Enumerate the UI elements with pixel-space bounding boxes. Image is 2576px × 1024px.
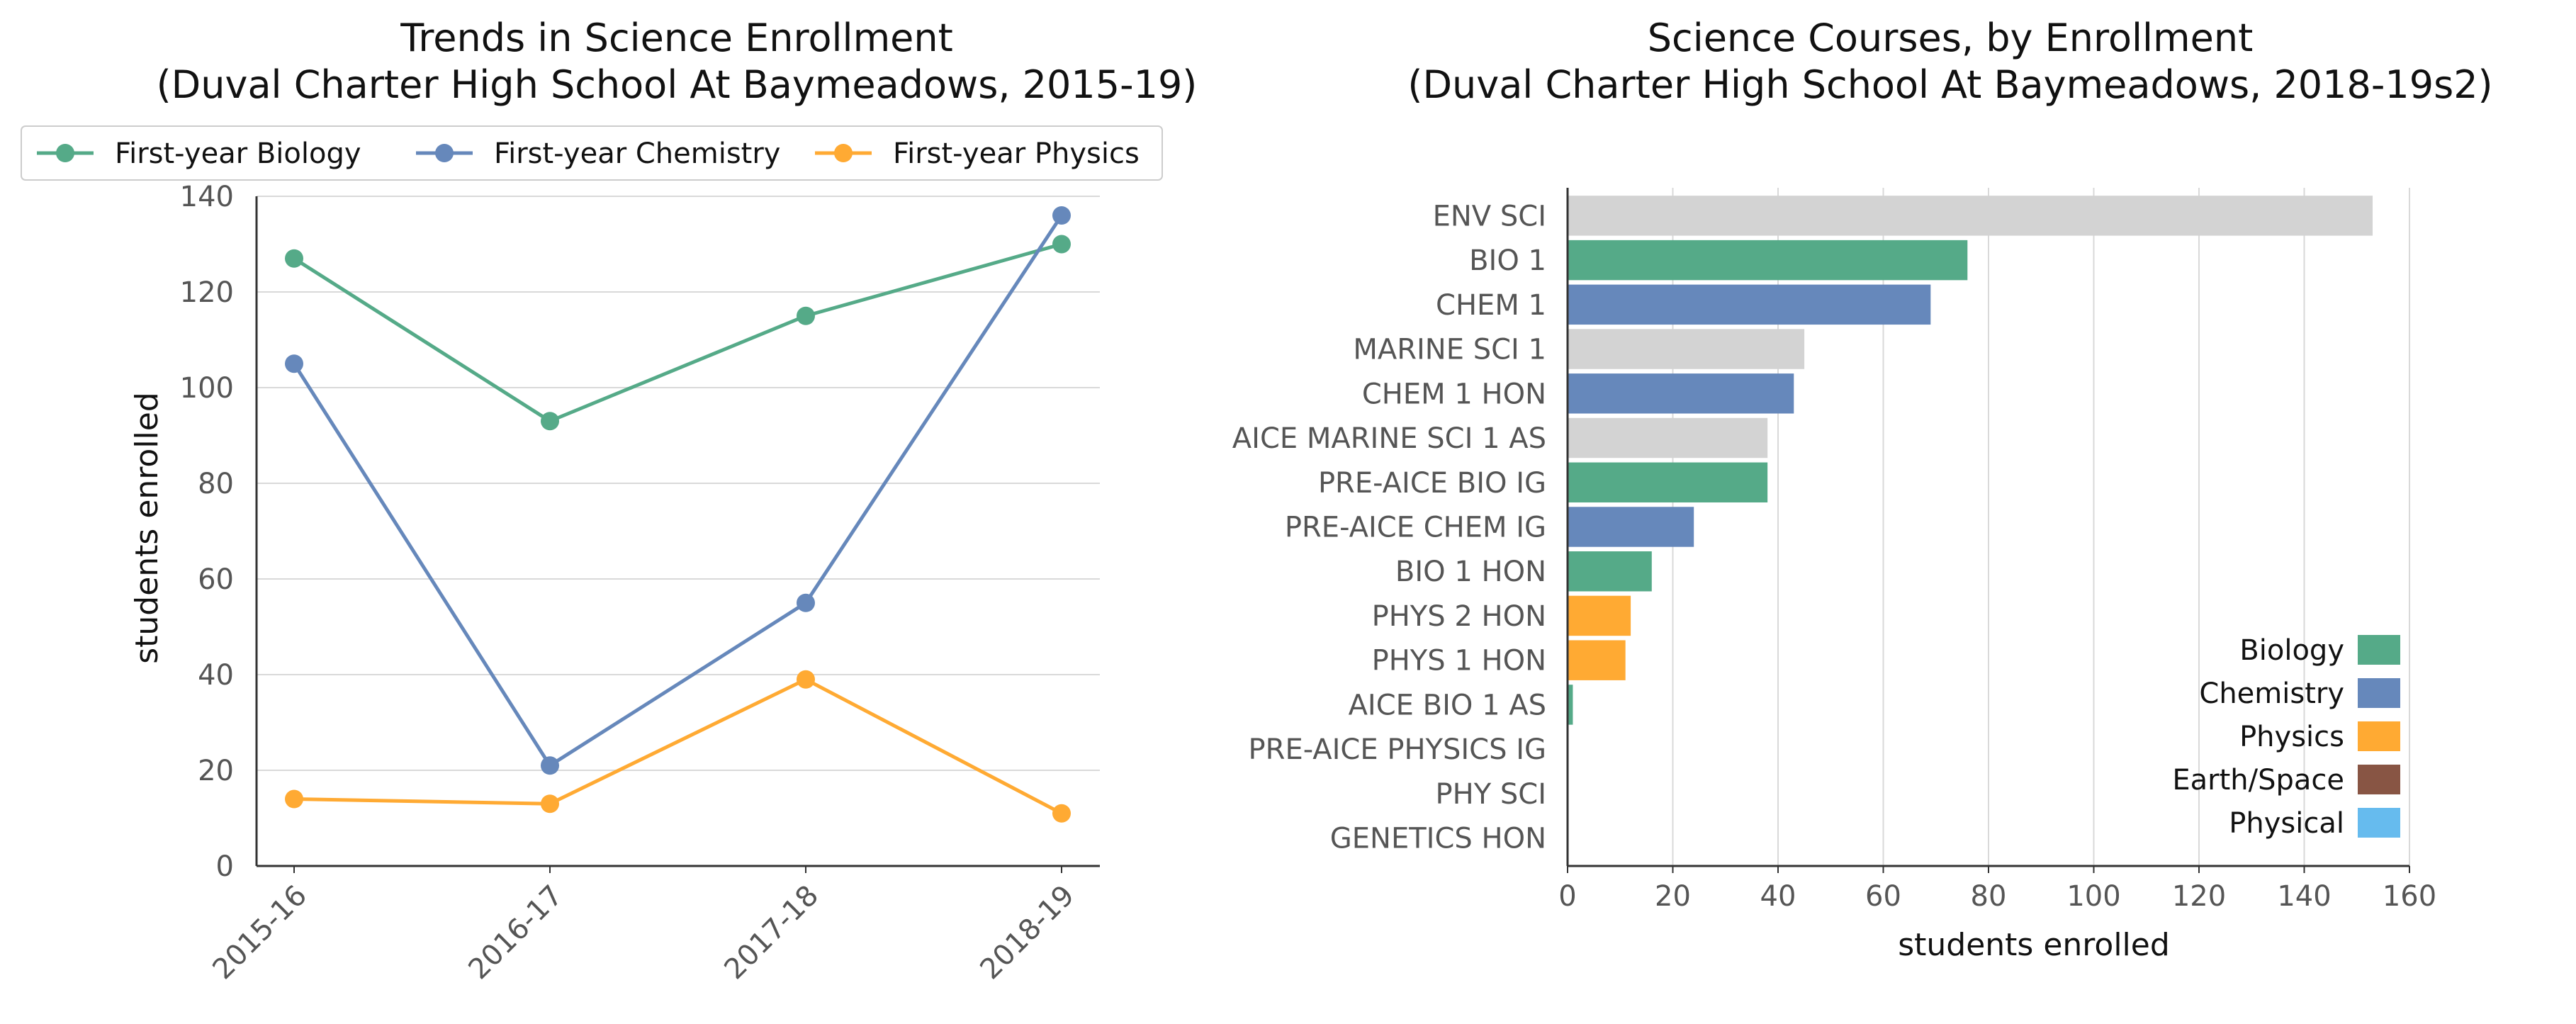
legend-label: Physics (2239, 721, 2344, 753)
category-label: PHY SCI (1436, 778, 1546, 811)
bar (1568, 373, 1794, 414)
legend-label: First-year Physics (893, 137, 1140, 170)
category-label: ENV SCI (1433, 200, 1546, 232)
y-tick-label: 60 (198, 563, 234, 596)
y-tick-label: 0 (216, 850, 234, 883)
y-tick-label: 20 (198, 755, 234, 787)
y-tick-label: 40 (198, 659, 234, 692)
x-tick-label: 2017-18 (718, 879, 825, 986)
x-tick-label: 120 (2172, 880, 2226, 913)
line-chart-title: Trends in Science Enrollment (400, 16, 953, 60)
bar (1568, 196, 2373, 236)
legend-label: Physical (2229, 807, 2344, 840)
legend-swatch (2358, 765, 2400, 794)
category-label: GENETICS HON (1330, 823, 1546, 855)
y-tick-label: 140 (180, 181, 234, 213)
category-label: MARINE SCI 1 (1353, 334, 1546, 366)
bar-chart-x-ticks: 0 20 40 60 80 100 120 140 160 (1558, 866, 2436, 913)
bar (1568, 595, 1631, 636)
bar-chart: Science Courses, by Enrollment (Duval Ch… (1232, 16, 2493, 963)
data-point (1052, 804, 1071, 823)
x-tick-label: 140 (2277, 880, 2331, 913)
bar-chart-category-labels: ENV SCI BIO 1 CHEM 1 MARINE SCI 1 CHEM 1 HON… (1232, 200, 1546, 855)
x-tick-label: 160 (2383, 880, 2436, 913)
series-line (292, 214, 1064, 768)
category-label: PHYS 1 HON (1372, 645, 1546, 677)
bar-chart-legend: Biology Chemistry Physics Earth/Space Physic… (2172, 634, 2400, 840)
line-chart-legend: First-year Biology First-year Chemistry Fi… (21, 125, 1163, 181)
bar (1568, 507, 1694, 547)
x-tick-label: 60 (1865, 880, 1901, 913)
data-point (285, 789, 303, 809)
bar-chart-subtitle: (Duval Charter High School At Baymeadows… (1407, 62, 2492, 107)
bar (1568, 685, 1573, 725)
data-point (285, 249, 303, 268)
category-label: PRE-AICE CHEM IG (1285, 512, 1546, 544)
bar-chart-bars (1568, 196, 2373, 725)
data-point (285, 354, 303, 373)
line-chart-subtitle: (Duval Charter High School At Baymeadows… (157, 62, 1198, 107)
x-tick-label: 20 (1655, 880, 1691, 913)
data-point (541, 412, 559, 431)
bar (1568, 240, 1968, 281)
bar-chart-x-axis-label: students enrolled (1898, 927, 2170, 963)
bar (1568, 284, 1931, 325)
line-chart: Trends in Science Enrollment (Duval Char… (21, 16, 1197, 986)
bar (1568, 551, 1652, 592)
y-tick-label: 80 (198, 468, 234, 500)
line-chart-gridlines (257, 196, 1100, 771)
bar (1568, 640, 1626, 680)
category-label: PRE-AICE BIO IG (1318, 467, 1546, 500)
legend-label: Biology (2239, 634, 2344, 667)
data-point (541, 794, 559, 814)
category-label: AICE BIO 1 AS (1349, 689, 1546, 721)
data-point (797, 593, 815, 612)
legend-swatch-marker (834, 144, 853, 162)
legend-label: First-year Biology (115, 137, 361, 170)
data-point (1052, 206, 1071, 225)
data-point (541, 756, 559, 775)
bar (1568, 329, 1805, 369)
category-label: PHYS 2 HON (1372, 600, 1546, 633)
legend-label: First-year Chemistry (494, 137, 780, 170)
line-chart-series (285, 206, 1071, 823)
legend-swatch (2358, 635, 2400, 665)
x-tick-label: 2015-16 (206, 879, 313, 986)
x-tick-label: 2018-19 (974, 879, 1081, 986)
bar-chart-title: Science Courses, by Enrollment (1648, 16, 2254, 60)
category-label: AICE MARINE SCI 1 AS (1232, 422, 1546, 455)
x-tick-label: 0 (1558, 880, 1576, 913)
legend-label: Chemistry (2199, 677, 2344, 710)
legend-frame (21, 125, 1163, 181)
x-tick-label: 40 (1760, 880, 1796, 913)
x-tick-label: 80 (1971, 880, 2007, 913)
data-point (1052, 235, 1071, 254)
category-label: CHEM 1 HON (1362, 378, 1546, 410)
category-label: BIO 1 HON (1395, 556, 1546, 588)
legend-swatch (2358, 808, 2400, 838)
legend-swatch-marker (435, 144, 454, 162)
legend-swatch (2358, 678, 2400, 708)
data-point (797, 670, 815, 689)
legend-swatch (2358, 721, 2400, 751)
bar (1568, 462, 1768, 502)
line-chart-y-axis-label: students enrolled (129, 392, 165, 664)
legend-label: Earth/Space (2172, 764, 2344, 797)
line-chart-y-ticks: 0 20 40 60 80 100 120 140 (180, 181, 234, 883)
x-tick-label: 100 (2066, 880, 2120, 913)
data-point (797, 306, 815, 325)
series-line (293, 677, 1063, 815)
y-tick-label: 100 (180, 372, 234, 405)
category-label: PRE-AICE PHYSICS IG (1249, 733, 1546, 766)
bar (1568, 417, 1768, 458)
x-tick-label: 2016-17 (462, 879, 569, 986)
line-chart-x-ticks: 2015-16 2016-17 2017-18 2018-19 (206, 866, 1081, 986)
category-label: CHEM 1 (1436, 289, 1546, 322)
series-line (293, 242, 1062, 424)
y-tick-label: 120 (180, 276, 234, 309)
category-label: BIO 1 (1469, 244, 1546, 277)
legend-swatch-marker (56, 144, 74, 162)
